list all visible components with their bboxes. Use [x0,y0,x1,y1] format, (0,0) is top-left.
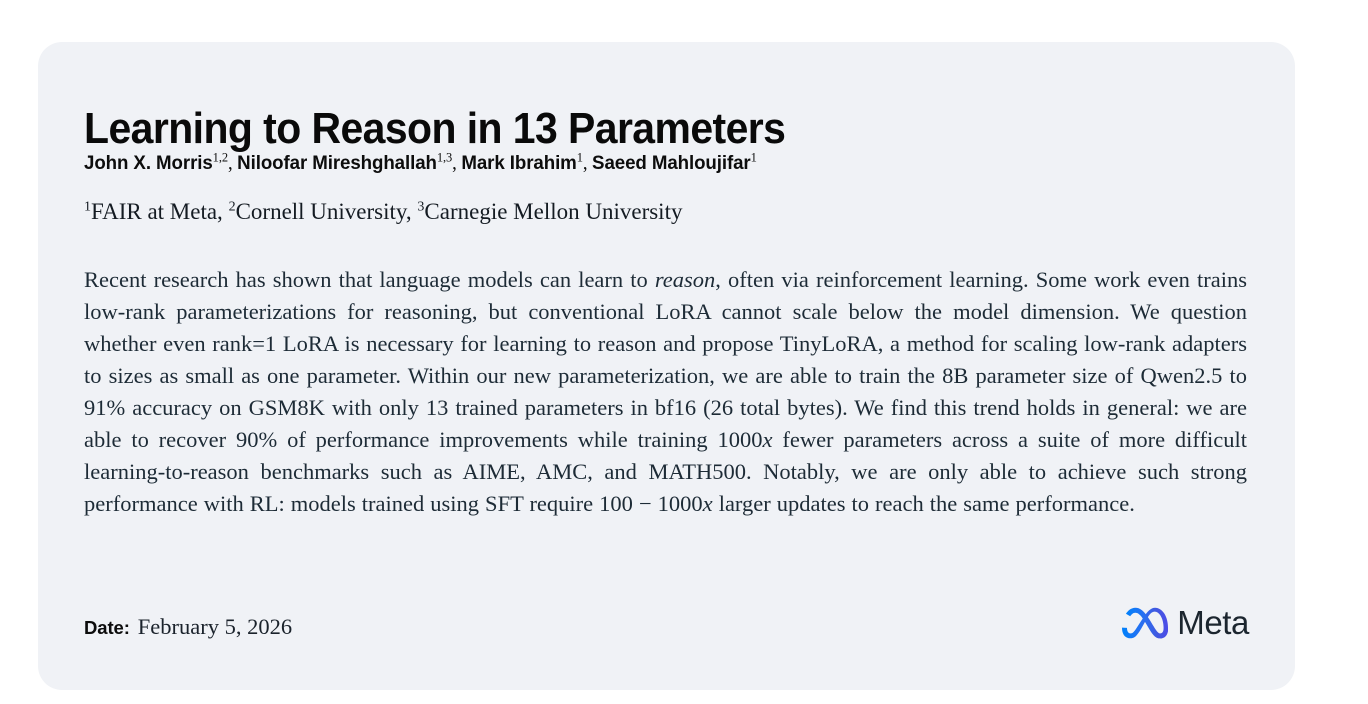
abstract-text-run: , often via reinforcement learning. Some… [84,267,1247,452]
abstract-math-variable: x [702,491,713,516]
affiliation-name: Cornell University, [235,199,418,224]
author-name: Niloofar Mireshghallah [237,152,437,174]
author-affiliation-mark: 1 [750,149,757,165]
meta-logo: Meta [1122,606,1249,639]
affiliation-name: Carnegie Mellon University [424,199,683,224]
author-name: Mark Ibrahim [461,152,577,174]
author-affiliation-mark: 1,2 [212,149,228,165]
author-affiliation-mark: 1,3 [436,149,453,165]
abstract-text-run: larger updates to reach the same perform… [712,491,1135,516]
affiliation-mark: 2 [228,199,236,215]
paper-preview-card: Learning to Reason in 13 Parameters John… [38,42,1295,690]
author-separator: , [452,153,462,174]
author-list: John X. Morris1,2, Niloofar Mireshghalla… [84,150,1202,177]
date-block: Date: February 5, 2026 [84,614,292,640]
date-value: February 5, 2026 [137,614,293,639]
author-affiliation-mark: 1 [576,149,583,165]
date-label: Date: [84,617,130,638]
abstract-math-variable: x [762,427,773,452]
abstract-emphasis: reason [654,267,716,292]
affiliation-mark: 1 [84,199,91,215]
author-name: John X. Morris [84,152,213,174]
affiliation-mark: 3 [417,199,425,215]
page-title: Learning to Reason in 13 Parameters [84,104,786,154]
abstract-text-run: Recent research has shown that language … [84,267,655,292]
card-content: Learning to Reason in 13 Parameters John… [84,42,1249,690]
author-name: Saeed Mahloujifar [592,152,751,174]
abstract-paragraph: Recent research has shown that language … [84,264,1247,520]
meta-wordmark: Meta [1177,604,1249,641]
affiliation-name: FAIR at Meta, [91,199,229,224]
card-footer: Date: February 5, 2026 Meta [84,606,1249,658]
author-separator: , [228,153,238,174]
abstract-text-run: fewer parameters across a suite of more … [84,427,1247,516]
affiliation-list: 1FAIR at Meta, 2Cornell University, 3Car… [84,197,1249,227]
author-separator: , [582,153,593,174]
meta-infinity-icon [1122,607,1169,638]
